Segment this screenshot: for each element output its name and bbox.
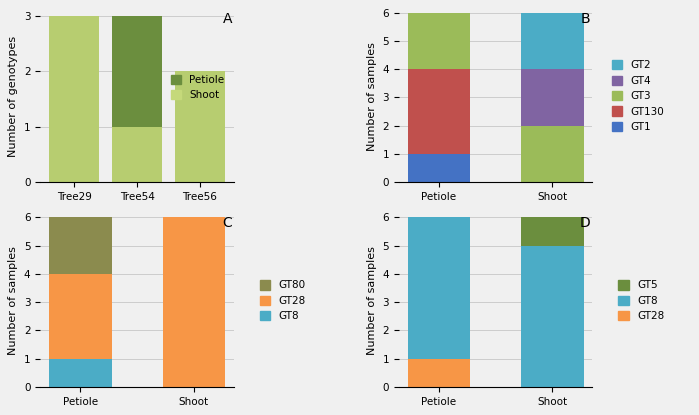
Bar [175, 71, 225, 182]
Bar [49, 359, 112, 387]
Y-axis label: Number of samples: Number of samples [367, 247, 377, 355]
Text: A: A [222, 12, 232, 26]
Bar [408, 13, 470, 69]
Bar [408, 217, 470, 359]
Y-axis label: Number of samples: Number of samples [8, 247, 18, 355]
Bar [49, 274, 112, 359]
Text: D: D [579, 216, 591, 230]
Bar [163, 217, 225, 387]
Bar [408, 69, 470, 154]
Bar [408, 359, 470, 387]
Legend: GT5, GT8, GT28: GT5, GT8, GT28 [614, 276, 669, 325]
Y-axis label: Number of samples: Number of samples [367, 42, 377, 151]
Bar [521, 246, 584, 387]
Legend: GT80, GT28, GT8: GT80, GT28, GT8 [256, 276, 310, 325]
Text: C: C [222, 216, 232, 230]
Bar [112, 15, 162, 182]
Legend: GT2, GT4, GT3, GT130, GT1: GT2, GT4, GT3, GT130, GT1 [607, 56, 669, 136]
Bar [521, 217, 584, 246]
Y-axis label: Number of genotypes: Number of genotypes [8, 36, 18, 156]
Bar [49, 217, 112, 274]
Bar [521, 69, 584, 126]
Bar [112, 127, 162, 182]
Bar [175, 71, 225, 182]
Bar [521, 13, 584, 69]
Bar [49, 15, 99, 182]
Bar [49, 15, 99, 182]
Text: B: B [581, 12, 591, 26]
Legend: Petiole, Shoot: Petiole, Shoot [166, 71, 229, 105]
Bar [408, 154, 470, 182]
Bar [521, 126, 584, 182]
